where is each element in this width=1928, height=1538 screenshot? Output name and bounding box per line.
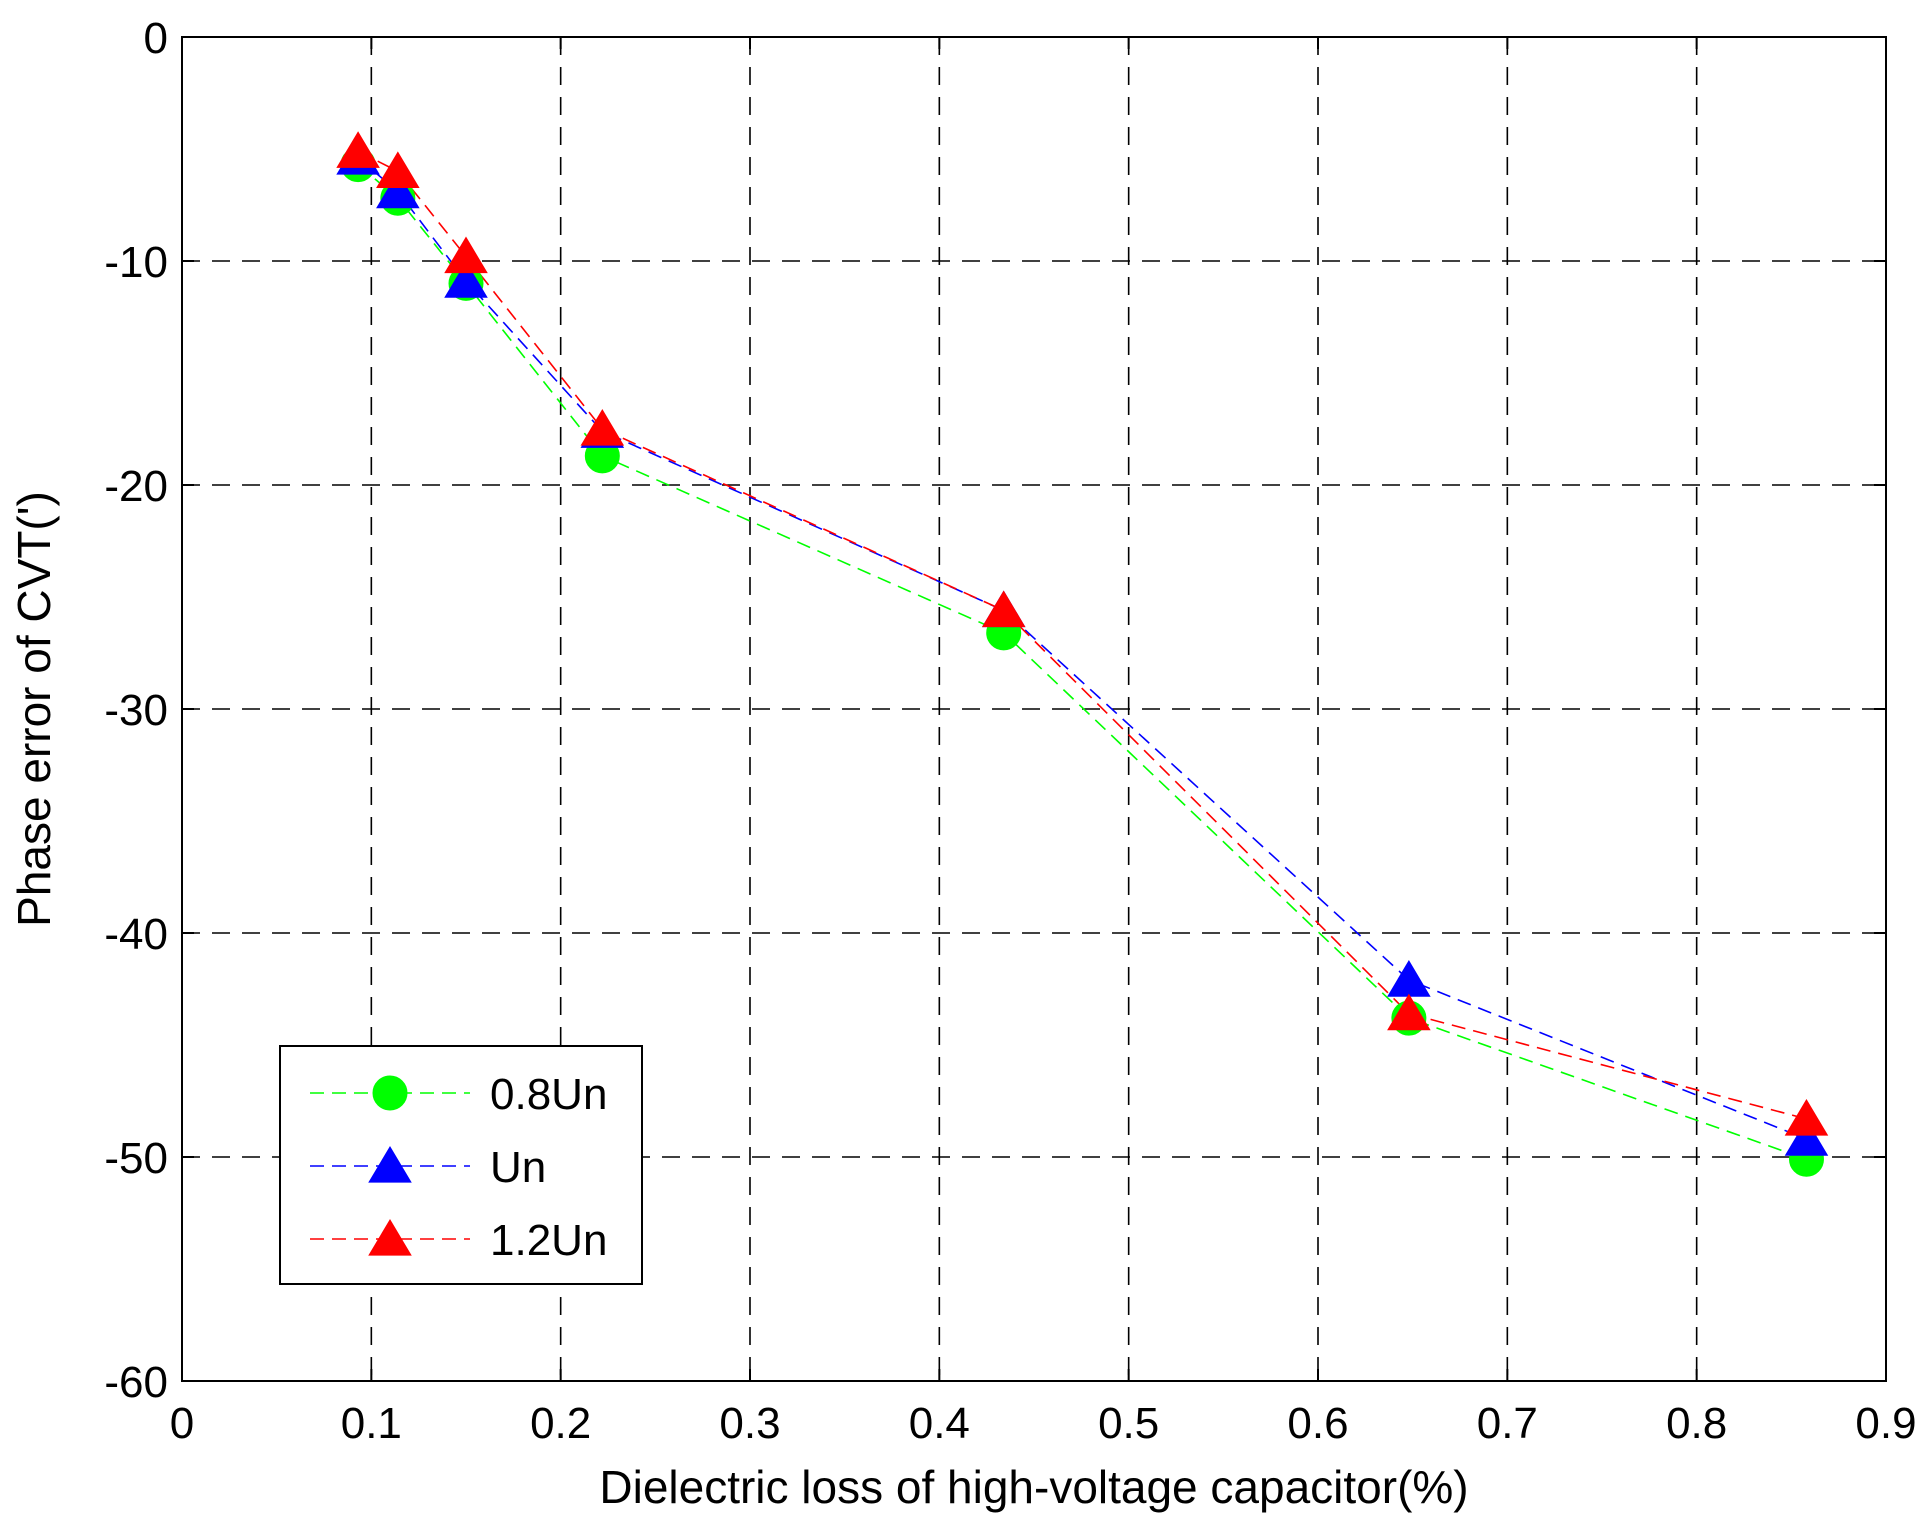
legend-label: 0.8Un [490,1070,607,1119]
y-tick-label: 0 [144,14,168,63]
y-axis-label: Phase error of CVT(') [8,491,60,927]
x-tick-label: 0.1 [341,1399,402,1448]
triangle-marker [1784,1119,1829,1156]
legend-item: 1.2Un [310,1216,607,1265]
series-markers-1.2Un [336,131,1829,1136]
x-tick-label: 0.4 [909,1399,970,1448]
triangle-marker [444,261,488,298]
y-tick-label: -40 [104,910,168,959]
x-tick-label: 0.5 [1098,1399,1159,1448]
legend-label: 1.2Un [490,1216,607,1265]
triangle-marker [1784,1098,1829,1136]
x-tick-label: 0 [170,1399,194,1448]
x-tick-label: 0.9 [1855,1399,1916,1448]
triangle-marker [444,236,488,274]
series-group [336,131,1829,1177]
y-tick-label: -10 [104,238,168,287]
triangle-marker [376,151,420,189]
x-tick-label: 0.3 [719,1399,780,1448]
triangle-marker [336,131,380,168]
y-tick-label: -50 [104,1134,168,1183]
legend-box [279,1045,643,1285]
axis-ticks: 0 0.1 0.2 0.3 0.4 0.5 0.6 0.7 0.8 0.9 0 -10 -20 -30 -4… [104,14,1916,1448]
legend-item: 0.8Un [310,1070,607,1119]
triangle-marker [376,171,420,209]
y-tick-label: -30 [104,686,168,735]
legend-label: Un [490,1143,546,1192]
legend: 0.8Un Un 1.2Un [279,1045,643,1285]
triangle-marker [580,409,625,446]
y-tick-label: -20 [104,462,168,511]
triangle-marker [368,1146,412,1183]
triangle-marker [981,590,1026,628]
x-tick-label: 0.6 [1287,1399,1348,1448]
x-tick-label: 0.8 [1666,1399,1727,1448]
grid [182,37,1886,1381]
triangle-marker [368,1219,412,1256]
y-tick-label: -60 [104,1358,168,1407]
triangle-marker [1387,993,1431,1031]
legend-item: Un [310,1143,546,1192]
circle-marker [372,1075,408,1111]
x-tick-label: 0.2 [530,1399,591,1448]
x-tick-label: 0.7 [1477,1399,1538,1448]
x-axis-label: Dielectric loss of high-voltage capacito… [599,1461,1468,1513]
